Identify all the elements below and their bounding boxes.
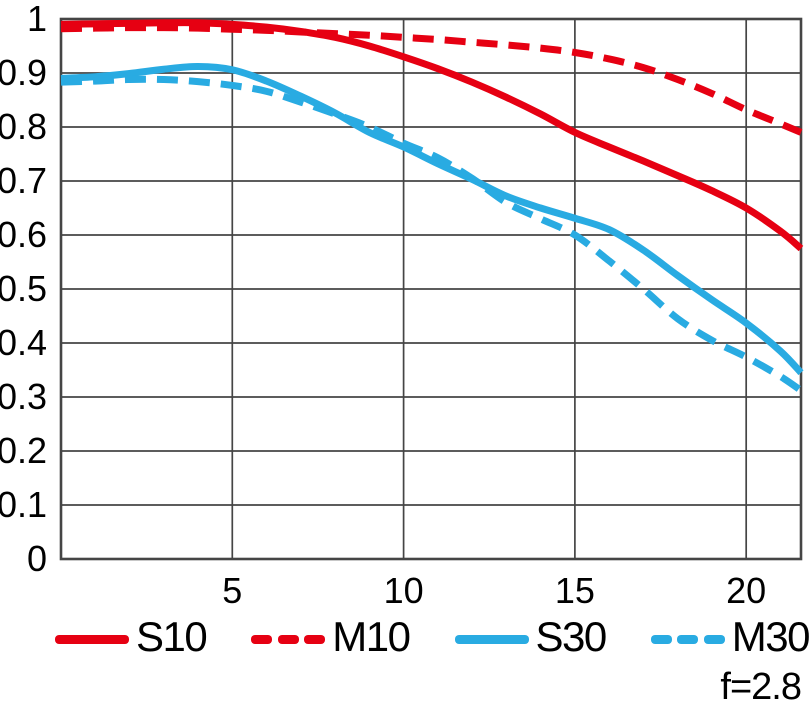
x-tick-label: 15 xyxy=(555,570,595,611)
curve-m30 xyxy=(60,75,803,394)
y-tick-label: 0.4 xyxy=(0,322,47,363)
y-tick-label: 0.8 xyxy=(0,106,47,147)
legend-label-m30: M30 xyxy=(731,613,811,660)
x-tick-label: 10 xyxy=(384,570,424,611)
y-tick-label: 0.6 xyxy=(0,214,47,255)
plot-border xyxy=(59,17,803,561)
curve-s30 xyxy=(60,63,804,376)
legend-item-s10: S10 xyxy=(55,613,208,660)
x-tick-label: 20 xyxy=(726,570,766,611)
m10-dashed-line-swatch xyxy=(251,634,326,644)
y-tick-label: 0.7 xyxy=(0,160,47,201)
y-tick-label: 0 xyxy=(27,538,47,579)
x-tick-label: 5 xyxy=(222,570,242,611)
y-tick-label: 0.5 xyxy=(0,268,47,309)
legend-item-s30: S30 xyxy=(454,613,608,660)
y-tick-label: 0.2 xyxy=(0,430,47,471)
legend-item-m10: M10 xyxy=(251,613,411,660)
legend-item-m30: M30 xyxy=(650,613,811,660)
y-tick-label: 0.3 xyxy=(0,376,47,417)
legend-label-s30: S30 xyxy=(535,613,608,660)
aperture-annotation: f=2.8 xyxy=(720,666,802,708)
s30-solid-line-swatch xyxy=(454,634,529,644)
y-tick-label: 1 xyxy=(27,0,47,39)
legend-label-m10: M10 xyxy=(332,613,411,660)
curve-s10 xyxy=(60,19,804,252)
chart-legend: S10 M10 S30 M30 xyxy=(55,613,811,662)
m30-dashed-line-swatch xyxy=(650,634,725,644)
y-tick-label: 0.9 xyxy=(0,52,47,93)
legend-label-s10: S10 xyxy=(136,613,208,660)
y-tick-label: 0.1 xyxy=(0,484,47,525)
s10-solid-line-swatch xyxy=(55,634,129,644)
